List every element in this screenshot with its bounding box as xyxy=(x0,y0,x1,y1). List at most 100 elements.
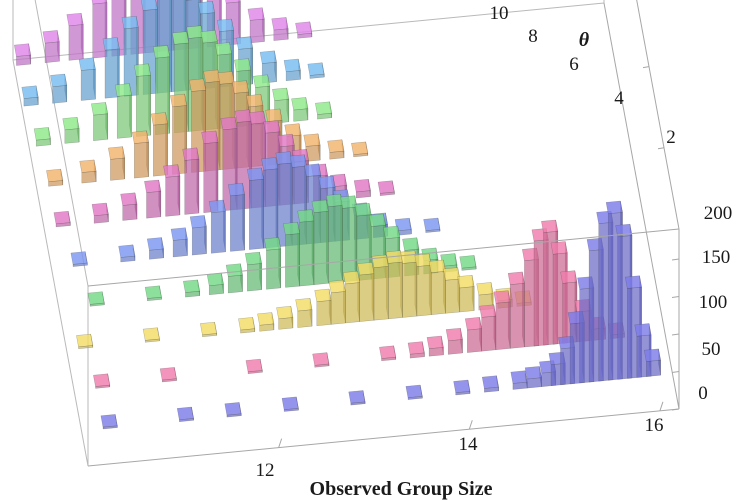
bar-top xyxy=(394,217,412,232)
bar-front xyxy=(428,347,444,357)
bar-top xyxy=(172,31,189,45)
bar-front xyxy=(283,408,299,412)
bar-top xyxy=(264,237,281,251)
bar xyxy=(53,210,71,228)
bar-top xyxy=(265,108,283,122)
bar-front xyxy=(208,284,224,296)
bar-top xyxy=(428,259,446,273)
bar-front xyxy=(165,175,181,217)
bar-front xyxy=(93,214,109,224)
bar-top xyxy=(307,62,325,76)
bar xyxy=(314,288,332,327)
bar-top xyxy=(402,237,420,251)
bar xyxy=(144,179,162,219)
bar-front xyxy=(210,211,226,254)
bar xyxy=(146,237,164,260)
bar-top xyxy=(283,58,301,73)
bar-top xyxy=(203,69,221,83)
bar-top xyxy=(140,0,158,11)
x-tick-mark xyxy=(278,438,283,448)
bar xyxy=(206,272,224,296)
bars-layer xyxy=(14,0,661,430)
bar-front xyxy=(409,352,425,359)
bar-top xyxy=(150,112,168,126)
bar-front xyxy=(136,74,151,137)
bar xyxy=(407,341,425,359)
bar xyxy=(426,335,444,357)
bar-front xyxy=(313,211,329,285)
bar-top xyxy=(91,0,108,5)
bar-top xyxy=(247,7,265,21)
bar xyxy=(247,7,265,44)
bar xyxy=(357,262,375,322)
x-tick-mark xyxy=(659,401,664,411)
x-tick-label: 16 xyxy=(645,415,664,436)
bar-front xyxy=(89,302,105,307)
bar-top xyxy=(246,167,264,181)
bar-top xyxy=(312,352,330,366)
bar xyxy=(297,209,315,287)
bar-top xyxy=(643,348,661,362)
bar-front xyxy=(467,328,482,353)
bar-front xyxy=(93,113,108,141)
bar-front xyxy=(263,168,279,249)
x-axis-title: Observed Group Size xyxy=(310,478,493,500)
bar-top xyxy=(234,109,252,123)
bar-front xyxy=(72,262,88,267)
bar-top xyxy=(507,271,525,285)
bar-top xyxy=(315,101,332,115)
bar-front xyxy=(191,226,207,256)
bar-top xyxy=(327,139,345,153)
bar-front xyxy=(48,180,64,187)
bar-top xyxy=(457,274,475,289)
bar-top xyxy=(200,30,218,44)
bar-top xyxy=(510,370,528,384)
bar-top xyxy=(238,317,256,331)
bar xyxy=(33,127,51,147)
bar-front xyxy=(134,141,149,179)
bar-front xyxy=(353,153,369,158)
bar-top xyxy=(227,182,245,197)
bar-front xyxy=(273,28,289,41)
y-axis-title: θ xyxy=(579,29,590,51)
bar xyxy=(340,195,358,283)
bar-top xyxy=(220,116,238,131)
bar-top xyxy=(79,159,97,173)
bar-top xyxy=(303,133,321,147)
y-tick-label: 6 xyxy=(569,54,579,75)
bar-front xyxy=(328,205,343,284)
bar-top xyxy=(246,94,264,108)
bar xyxy=(443,267,461,314)
bar-front xyxy=(373,266,389,321)
bar xyxy=(118,244,136,263)
bar-top xyxy=(197,1,215,15)
bar-front xyxy=(23,96,39,107)
bar-top xyxy=(354,203,372,217)
bar-top xyxy=(236,36,253,50)
bar-top xyxy=(357,262,375,276)
bar xyxy=(244,251,262,292)
bar xyxy=(283,58,301,82)
bar xyxy=(405,384,423,400)
bar-front xyxy=(314,363,330,368)
bar xyxy=(70,251,88,267)
bar-top xyxy=(283,221,300,236)
bar-front xyxy=(144,338,160,343)
bar-top xyxy=(91,102,108,116)
bar xyxy=(295,298,313,328)
bar-top xyxy=(146,237,164,251)
bar xyxy=(91,0,108,59)
bar-front xyxy=(425,229,441,233)
bar xyxy=(457,274,475,313)
bar-top xyxy=(170,227,188,241)
bar-top xyxy=(275,151,293,165)
bar-front xyxy=(297,32,313,39)
bar-front xyxy=(80,68,96,101)
bar xyxy=(200,321,217,338)
bar-front xyxy=(285,233,300,288)
bar-front xyxy=(495,301,511,351)
bar-front xyxy=(461,266,477,271)
bar xyxy=(428,259,446,315)
x-tick-mark xyxy=(468,420,473,430)
